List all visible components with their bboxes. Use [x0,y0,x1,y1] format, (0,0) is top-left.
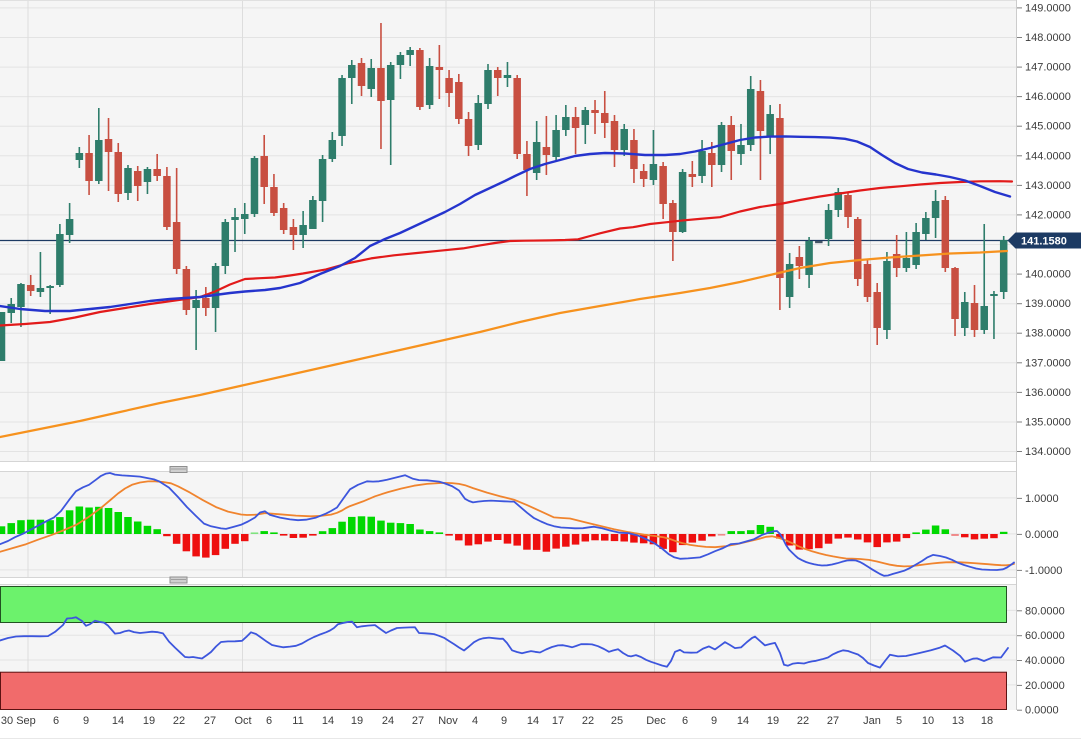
svg-text:10: 10 [922,715,934,727]
svg-text:19: 19 [143,715,155,727]
svg-text:22: 22 [797,715,809,727]
svg-text:24: 24 [382,715,394,727]
svg-text:142.0000: 142.0000 [1025,209,1071,221]
svg-text:-1.0000: -1.0000 [1025,565,1062,577]
svg-text:4: 4 [472,715,478,727]
svg-text:25: 25 [611,715,623,727]
svg-text:134.0000: 134.0000 [1025,446,1071,458]
svg-text:Jan: Jan [863,715,881,727]
svg-text:141.1580: 141.1580 [1021,236,1067,248]
svg-text:14: 14 [322,715,334,727]
svg-text:27: 27 [827,715,839,727]
svg-text:147.0000: 147.0000 [1025,62,1071,74]
svg-text:9: 9 [501,715,507,727]
svg-text:144.0000: 144.0000 [1025,150,1071,162]
svg-text:1.0000: 1.0000 [1025,493,1059,505]
svg-text:17: 17 [552,715,564,727]
svg-text:139.0000: 139.0000 [1025,298,1071,310]
svg-text:148.0000: 148.0000 [1025,32,1071,44]
svg-text:19: 19 [351,715,363,727]
svg-text:22: 22 [173,715,185,727]
svg-text:0.0000: 0.0000 [1025,705,1059,717]
svg-text:40.0000: 40.0000 [1025,655,1065,667]
svg-text:20.0000: 20.0000 [1025,680,1065,692]
svg-text:30: 30 [1,715,13,727]
svg-text:9: 9 [83,715,89,727]
svg-text:Oct: Oct [234,715,251,727]
svg-text:146.0000: 146.0000 [1025,91,1071,103]
svg-text:137.0000: 137.0000 [1025,357,1071,369]
svg-text:27: 27 [204,715,216,727]
svg-text:80.0000: 80.0000 [1025,605,1065,617]
svg-text:143.0000: 143.0000 [1025,180,1071,192]
svg-text:145.0000: 145.0000 [1025,121,1071,133]
svg-text:19: 19 [767,715,779,727]
svg-text:6: 6 [53,715,59,727]
svg-text:0.0000: 0.0000 [1025,529,1059,541]
svg-text:22: 22 [582,715,594,727]
svg-text:18: 18 [981,715,993,727]
svg-text:13: 13 [952,715,964,727]
svg-text:27: 27 [412,715,424,727]
svg-text:Nov: Nov [438,715,458,727]
svg-text:Dec: Dec [646,715,666,727]
svg-text:138.0000: 138.0000 [1025,328,1071,340]
svg-text:6: 6 [266,715,272,727]
svg-text:14: 14 [112,715,124,727]
svg-text:5: 5 [896,715,902,727]
svg-text:60.0000: 60.0000 [1025,630,1065,642]
svg-text:14: 14 [737,715,749,727]
svg-text:Sep: Sep [16,715,36,727]
svg-text:140.0000: 140.0000 [1025,269,1071,281]
svg-text:149.0000: 149.0000 [1025,2,1071,14]
svg-text:136.0000: 136.0000 [1025,387,1071,399]
svg-text:11: 11 [292,715,303,727]
svg-text:14: 14 [527,715,539,727]
svg-text:135.0000: 135.0000 [1025,417,1071,429]
svg-text:6: 6 [682,715,688,727]
svg-text:9: 9 [711,715,717,727]
